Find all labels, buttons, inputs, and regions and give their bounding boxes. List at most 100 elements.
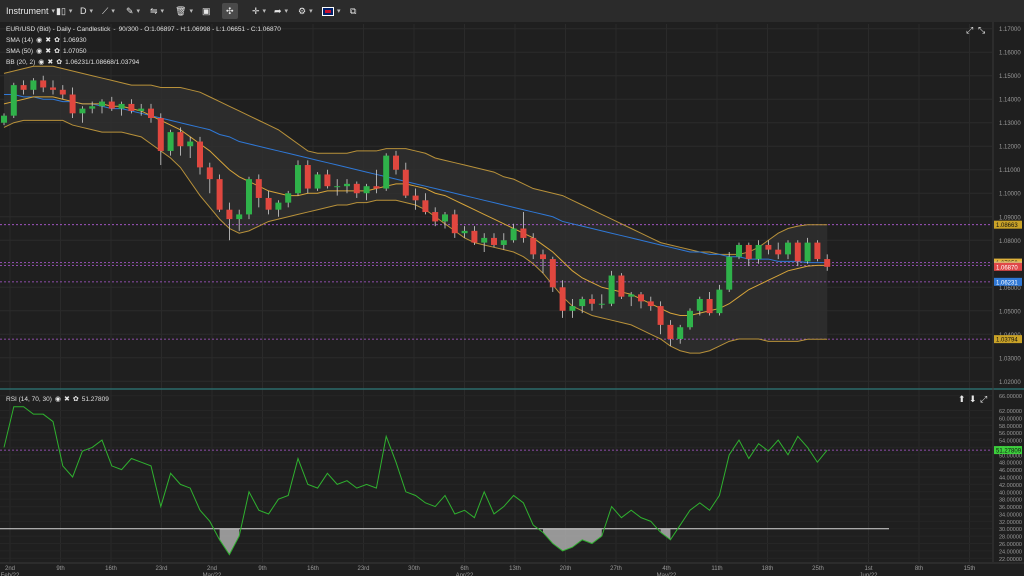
price-level-lines xyxy=(0,224,992,340)
chevron-down-icon: ▾ xyxy=(262,8,267,15)
time-tick-label: 9th xyxy=(56,566,64,572)
price-tag xyxy=(994,262,1022,271)
price-tick-label: 1.17000 xyxy=(999,27,1021,33)
settings-button[interactable]: ⚙ ▾ xyxy=(298,3,313,19)
indicator-icon: ⇋ xyxy=(150,5,158,16)
eye-icon[interactable]: ◉ xyxy=(38,59,45,66)
chevron-down-icon: ▾ xyxy=(51,8,56,15)
price-tag-label: 1.06231 xyxy=(996,280,1018,286)
maximize-panel-icon[interactable]: ⤢ xyxy=(980,394,988,404)
timeframe-label: D xyxy=(80,6,87,16)
rsi-oversold-area xyxy=(219,528,240,555)
chart-canvas[interactable]: 1.17000 1.16000 1.15000 1.14000 1.13000 1.120… xyxy=(0,22,1024,576)
time-tick-label: 18th xyxy=(762,566,774,572)
candle-body xyxy=(785,242,791,255)
timeframe-dropdown[interactable]: D ▾ xyxy=(80,3,93,19)
rsi-tick-label: 56.00000 xyxy=(999,431,1022,437)
indicators-button[interactable]: ⇋ ▾ xyxy=(150,3,164,19)
candle-body xyxy=(402,169,409,196)
eye-icon[interactable]: ◉ xyxy=(36,37,43,44)
ohlc-stats: 90/300 - O:1.06897 - H:1.06998 - L:1.066… xyxy=(118,26,281,33)
candle-body xyxy=(510,228,517,241)
candle-body xyxy=(334,186,341,188)
time-tick-label: 13th xyxy=(509,566,521,572)
chart-area[interactable]: 1.17000 1.16000 1.15000 1.14000 1.13000 1.120… xyxy=(0,22,1024,576)
drawing-tools-button[interactable]: ✎ ▾ xyxy=(126,3,140,19)
crosshair-button[interactable]: ✛ ▾ xyxy=(252,3,266,19)
price-tick-label: 1.02000 xyxy=(999,380,1021,386)
gear-icon[interactable]: ✿ xyxy=(54,37,60,44)
candle-body xyxy=(824,259,831,267)
eye-icon[interactable]: ◉ xyxy=(36,48,43,55)
candle-body xyxy=(687,310,693,328)
bb-value: 1.06231/1.08668/1.03794 xyxy=(65,58,140,66)
move-up-icon[interactable]: ⬆ xyxy=(958,394,966,404)
candle-body xyxy=(99,101,105,107)
price-tick-label: 1.14000 xyxy=(999,98,1021,104)
chevron-down-icon: ▾ xyxy=(68,8,73,15)
fit-arrows-icon: ✣ xyxy=(226,5,234,16)
close-icon[interactable]: ✖ xyxy=(47,59,54,66)
collapse-panel-icon[interactable]: ⤡ xyxy=(978,25,986,35)
time-tick-label: 6th xyxy=(460,566,468,572)
candle-body xyxy=(491,237,497,245)
candle-body xyxy=(589,299,595,304)
close-icon[interactable]: ✖ xyxy=(45,48,52,55)
candlestick-icon: ▮▯ xyxy=(56,5,66,16)
rsi-tick-label: 26.00000 xyxy=(999,542,1022,548)
rsi-tick-label: 34.00000 xyxy=(999,512,1022,518)
candle-body xyxy=(265,197,272,210)
time-tick-label: 16th xyxy=(307,566,319,572)
time-tick-label: 23rd xyxy=(155,566,167,572)
chevron-down-icon: ▾ xyxy=(189,8,193,15)
eye-icon[interactable]: ◉ xyxy=(54,396,61,403)
candle-body xyxy=(69,94,76,114)
close-icon[interactable]: ✖ xyxy=(45,37,52,44)
rsi-tick-label: 66.00000 xyxy=(999,394,1022,400)
draw-line-button[interactable]: ⟋ ▾ xyxy=(102,3,115,19)
candle-body xyxy=(236,214,243,220)
price-tick-label: 1.08000 xyxy=(999,239,1021,245)
gear-icon[interactable]: ✿ xyxy=(54,48,60,55)
bb-upper-line xyxy=(3,65,828,255)
chart-type-button[interactable]: ▮▯ ▾ xyxy=(56,3,72,19)
chevron-down-icon: ▾ xyxy=(309,8,313,15)
candle-body xyxy=(344,183,350,187)
price-tag-label: 1.06870 xyxy=(996,265,1018,271)
sma14-value: 1.06930 xyxy=(62,36,87,44)
rsi-tick-label: 58.00000 xyxy=(999,424,1022,430)
rsi-label: RSI (14, 70, 30) xyxy=(6,395,52,403)
time-tick-label: 4th xyxy=(662,566,670,572)
candle-body xyxy=(255,179,262,198)
candle-body xyxy=(716,289,723,314)
maximize-panel-icon[interactable]: ⤢ xyxy=(966,25,974,35)
language-button[interactable]: ▾ xyxy=(322,3,341,19)
popout-window-icon: ⧉ xyxy=(350,5,357,16)
candle-body xyxy=(128,103,135,111)
move-down-icon[interactable]: ⬇ xyxy=(969,394,977,404)
rsi-tick-label: 40.00000 xyxy=(999,490,1022,496)
candle-body xyxy=(285,193,292,203)
candle-body xyxy=(59,89,66,95)
instrument-label: Instrument xyxy=(6,6,49,16)
time-tick-label: 15th xyxy=(964,566,976,572)
candle-body xyxy=(138,108,145,111)
delete-button[interactable]: 🗑 ▾ xyxy=(175,3,193,19)
candle-body xyxy=(197,141,203,168)
share-button[interactable]: ➦ ▾ xyxy=(274,3,288,19)
main-legend: EUR/USD (Bid) - Daily - Candlestick - 90… xyxy=(6,26,281,33)
popout-button[interactable]: ⧉ xyxy=(350,3,356,19)
axes: 1.17000 1.16000 1.15000 1.14000 1.13000 1.120… xyxy=(0,22,1024,576)
candle-body xyxy=(89,106,96,109)
candle-body xyxy=(216,179,223,210)
candle-body xyxy=(461,230,468,234)
gear-icon[interactable]: ✿ xyxy=(56,59,63,66)
layout-button[interactable]: ▣ xyxy=(202,3,211,19)
close-icon[interactable]: ✖ xyxy=(64,396,70,403)
candle-body xyxy=(432,212,439,222)
gear-icon[interactable]: ✿ xyxy=(72,396,79,403)
instrument-dropdown[interactable]: Instrument ▾ xyxy=(6,3,55,19)
fit-chart-button[interactable]: ✣ xyxy=(222,3,238,19)
chevron-down-icon: ▾ xyxy=(111,8,115,15)
price-tag xyxy=(994,220,1022,229)
